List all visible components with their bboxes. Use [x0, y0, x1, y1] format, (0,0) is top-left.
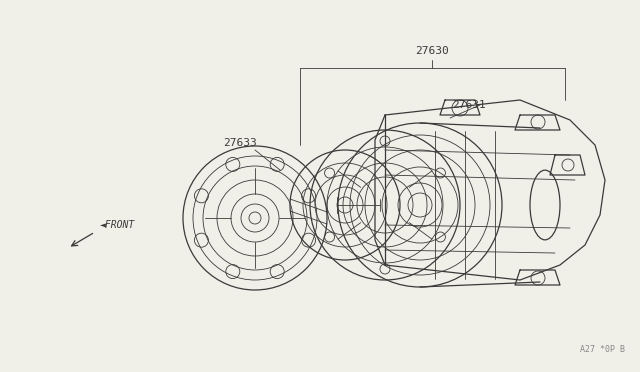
Text: A27 *0P B: A27 *0P B [580, 345, 625, 354]
Text: 27633: 27633 [223, 138, 257, 148]
Text: 27631: 27631 [452, 100, 486, 110]
Text: ◄FRONT: ◄FRONT [100, 220, 135, 230]
Text: 27630: 27630 [415, 46, 449, 56]
